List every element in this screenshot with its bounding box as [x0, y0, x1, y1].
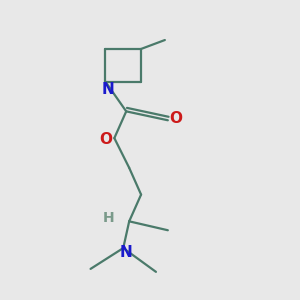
Text: N: N: [120, 245, 133, 260]
Text: O: O: [99, 132, 112, 147]
Text: H: H: [103, 212, 114, 225]
Text: O: O: [169, 111, 182, 126]
Text: N: N: [102, 82, 115, 97]
